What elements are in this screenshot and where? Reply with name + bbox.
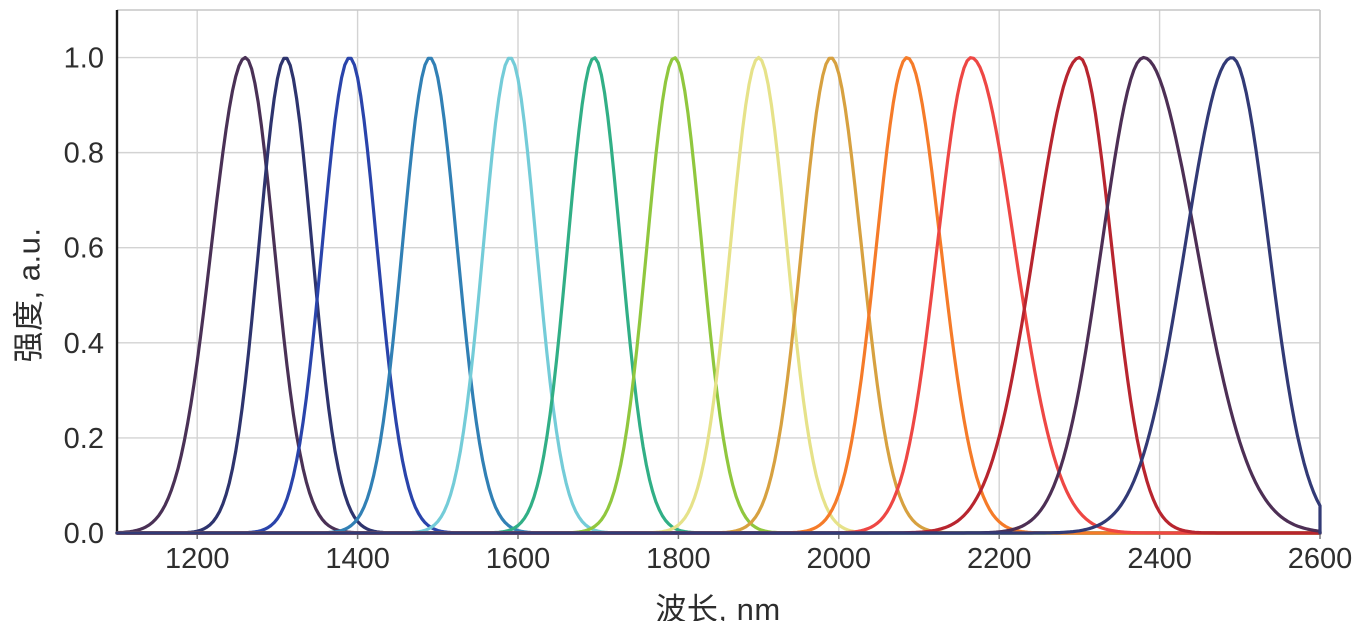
x-tick-label-1400: 1400	[325, 543, 390, 575]
y-tick-label-1.0: 1.0	[64, 43, 104, 75]
y-axis-label: 强度, a.u.	[11, 227, 47, 363]
x-tick-label-2600: 2600	[1288, 543, 1353, 575]
y-tick-label-0.6: 0.6	[64, 233, 104, 265]
x-tick-label-2000: 2000	[807, 543, 872, 575]
x-tick-label-1200: 1200	[165, 543, 230, 575]
y-tick-label-0.4: 0.4	[64, 328, 104, 360]
x-tick-label-2400: 2400	[1127, 543, 1192, 575]
y-tick-label-0.0: 0.0	[64, 518, 104, 550]
x-tick-label-2200: 2200	[967, 543, 1032, 575]
y-tick-label-0.8: 0.8	[64, 138, 104, 170]
y-tick-label-0.2: 0.2	[64, 423, 104, 455]
x-tick-label-1800: 1800	[646, 543, 711, 575]
curve-2490nm	[115, 56, 1322, 535]
x-tick-label-1600: 1600	[486, 543, 551, 575]
x-axis-label: 波长, nm	[655, 592, 781, 621]
